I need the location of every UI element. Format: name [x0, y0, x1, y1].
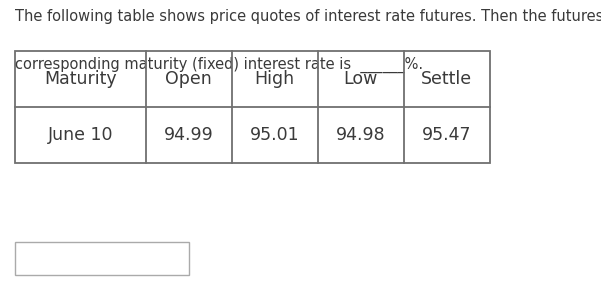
Text: Open: Open [165, 70, 212, 88]
Text: Settle: Settle [421, 70, 472, 88]
Text: Maturity: Maturity [44, 70, 117, 88]
Text: 94.99: 94.99 [163, 126, 213, 144]
Text: corresponding maturity (fixed) interest rate is  ______%.: corresponding maturity (fixed) interest … [15, 57, 423, 74]
Text: The following table shows price quotes of interest rate futures. Then the future: The following table shows price quotes o… [15, 9, 601, 23]
Text: Low: Low [344, 70, 378, 88]
Text: June 10: June 10 [47, 126, 113, 144]
Text: 95.47: 95.47 [422, 126, 472, 144]
Text: 94.98: 94.98 [336, 126, 386, 144]
Text: 95.01: 95.01 [250, 126, 299, 144]
Text: High: High [255, 70, 294, 88]
